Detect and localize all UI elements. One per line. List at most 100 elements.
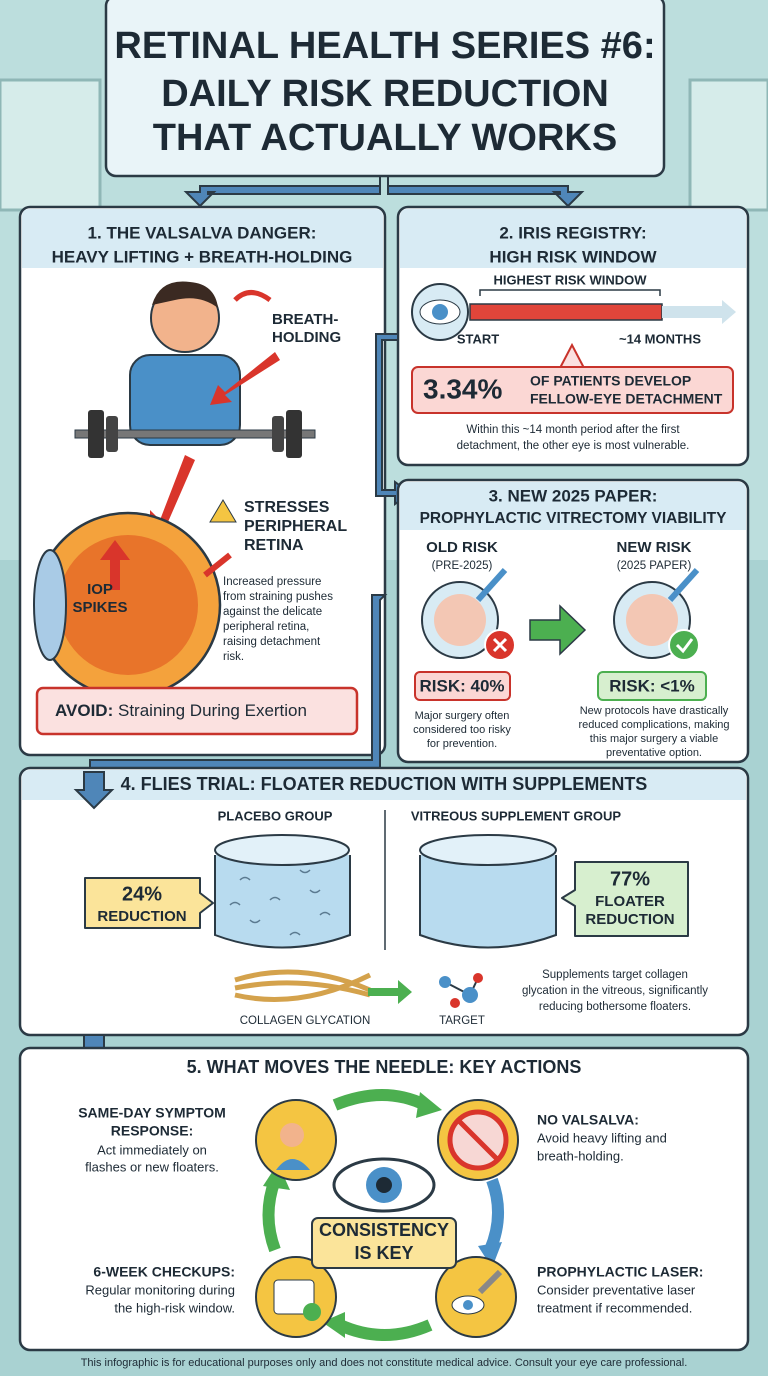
jars <box>214 834 557 949</box>
text-lines: Avoid heavy lifting and <box>537 1130 667 1145</box>
title-lines: RETINAL HEALTH SERIES #6: <box>114 25 655 67</box>
window-label: HIGHEST RISK WINDOW <box>493 272 647 287</box>
center-lines: IS KEY <box>354 1243 413 1263</box>
section-iris-shape <box>662 306 722 318</box>
description-lines: Increased pressure <box>223 576 321 588</box>
action-cycle-shape <box>376 1177 392 1193</box>
section-iris-shape <box>722 300 736 324</box>
new-label: NEW RISK <box>617 539 692 556</box>
lifter-illustration-shape <box>210 352 280 405</box>
description-lines: from straining pushes <box>223 591 333 603</box>
new-note-lines: preventative option. <box>606 747 702 759</box>
title-lines: NO VALSALVA: <box>537 1112 639 1128</box>
title-lines: HEAVY LIFTING + BREATH-HOLDING <box>52 247 353 266</box>
action-cycle-shape <box>337 1319 433 1341</box>
section-iris-shape <box>411 366 734 414</box>
text-lines: Act immediately on <box>97 1142 207 1157</box>
description-lines: raising detachment <box>223 636 321 648</box>
new-note-lines: this major surgery a viable <box>590 733 718 745</box>
eye-icons-shape <box>492 637 508 653</box>
title-lines: 6-WEEK CHECKUPS: <box>93 1264 235 1280</box>
old-note-lines: for prevention. <box>427 738 497 750</box>
action-cycle-shape <box>311 1217 457 1269</box>
stat-lines: OF PATIENTS DEVELOP <box>530 373 691 389</box>
lifter-illustration-shape <box>272 416 284 452</box>
text-lines: the high-risk window. <box>114 1300 235 1315</box>
section-valsalva-shape <box>35 686 359 736</box>
old-sub: (PRE-2025) <box>432 560 493 572</box>
lifter-illustration-shape <box>129 354 241 446</box>
eye-illustration-shape <box>203 552 232 578</box>
section-flies: 4. FLIES TRIAL: FLOATER REDUCTION WITH S… <box>18 594 750 1037</box>
section-vitrectomy-shape <box>414 671 511 701</box>
eye-icons <box>421 567 700 661</box>
new-note-lines: reduced complications, making <box>578 719 729 731</box>
placebo-label: PLACEBO GROUP <box>218 808 333 823</box>
old-risk: RISK: 40% <box>419 676 504 695</box>
avoid-line: AVOID: Straining During Exertion <box>55 701 307 720</box>
collagen-illustration-shape <box>462 987 478 1003</box>
start-label: START <box>457 331 499 346</box>
title-lines: DAILY RISK REDUCTION <box>161 73 609 115</box>
eye-illustration-shape <box>33 549 67 661</box>
note-lines: reducing bothersome floaters. <box>539 1001 691 1013</box>
title-lines: THAT ACTUALLY WORKS <box>153 117 617 159</box>
jars-shape <box>214 834 350 866</box>
avoid-text: Straining During Exertion <box>118 701 307 720</box>
section-iris-shape <box>432 304 448 320</box>
title-lines: 2. IRIS REGISTRY: <box>499 223 646 242</box>
target-label: TARGET <box>439 1015 485 1027</box>
stress-lines: PERIPHERAL <box>244 518 347 535</box>
header-shape <box>104 0 666 178</box>
iop-lines: IOP <box>87 581 113 598</box>
old-note-lines: Major surgery often <box>415 710 510 722</box>
title-lines: PROPHYLACTIC LASER: <box>537 1264 703 1280</box>
description-lines: risk. <box>223 651 244 663</box>
collagen-illustration-shape <box>368 980 412 1004</box>
old-note-lines: considered too risky <box>413 724 511 736</box>
action-cycle-shape <box>280 1123 304 1147</box>
section-flies-shape <box>22 770 746 800</box>
supplement-lines: FLOATER <box>595 893 665 910</box>
eye-icons-shape <box>529 604 587 656</box>
section-vitrectomy-shape <box>597 671 707 701</box>
title-lines: PROPHYLACTIC VITRECTOMY VIABILITY <box>420 510 728 527</box>
section-iris-shape <box>469 303 663 321</box>
supplement-label: VITREOUS SUPPLEMENT GROUP <box>411 808 622 823</box>
title: 5. WHAT MOVES THE NEEDLE: KEY ACTIONS <box>187 1057 582 1077</box>
eye-illustration <box>33 499 237 699</box>
stress-lines: STRESSES <box>244 499 330 516</box>
action-cycle-shape <box>478 1242 502 1268</box>
action-cycle-shape <box>276 1159 310 1170</box>
action-cycle-shape <box>273 1279 315 1315</box>
background-shape <box>0 78 102 212</box>
note-lines: detachment, the other eye is most vulner… <box>457 440 690 452</box>
eye-icons-shape <box>626 594 678 646</box>
section-iris-shape <box>400 209 746 268</box>
footer: This infographic is for educational purp… <box>81 1357 688 1369</box>
stat-value: 3.34% <box>423 373 502 404</box>
lifter-illustration-shape <box>152 281 218 308</box>
title-lines: SAME-DAY SYMPTOM <box>78 1105 226 1121</box>
new-note-lines: New protocols have drastically <box>580 705 729 717</box>
new-sub: (2025 PAPER) <box>617 560 692 572</box>
action-cycle-shape <box>484 1177 505 1253</box>
placebo-lines: REDUCTION <box>97 908 186 925</box>
section-vitrectomy: 3. NEW 2025 PAPER: PROPHYLACTIC VITRECTO… <box>396 478 750 764</box>
supplement-lines: REDUCTION <box>585 911 674 928</box>
action-cycle <box>255 1089 519 1341</box>
section-iris-shape <box>479 289 661 296</box>
text-lines: Regular monitoring during <box>85 1282 235 1297</box>
background-shape <box>688 78 768 212</box>
eye-illustration-shape <box>58 535 198 675</box>
center-lines: CONSISTENCY <box>319 1220 449 1240</box>
note-lines: Within this ~14 month period after the f… <box>466 424 680 436</box>
placebo-value: 24% <box>122 883 162 905</box>
jars-shape <box>229 869 331 936</box>
eye-illustration-shape <box>100 540 130 590</box>
eye-icons-shape <box>668 629 700 661</box>
collagen-illustration <box>234 969 483 1008</box>
action-cycle-shape <box>262 1177 281 1253</box>
lifter-illustration <box>74 281 316 540</box>
